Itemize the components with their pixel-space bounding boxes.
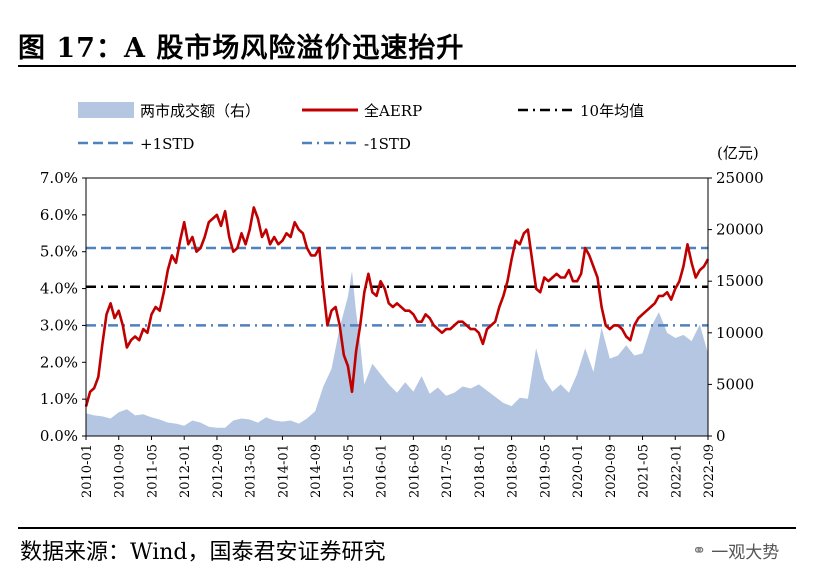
- x-tick-label: 2015-05: [342, 444, 357, 498]
- right-axis-unit: (亿元): [717, 144, 759, 162]
- x-tick-label: 2014-01: [276, 444, 291, 498]
- aerp-line: [84, 206, 710, 407]
- x-tick-label: 2020-09: [604, 444, 619, 498]
- x-tick-label: 2022-09: [702, 444, 717, 498]
- x-tick-label: 2021-05: [637, 444, 652, 498]
- plot-frame: [85, 177, 709, 437]
- legend: 两市成交额（右） 全AERP 10年均值 +1STD -1STD: [78, 102, 644, 153]
- x-tick-label: 2020-01: [571, 444, 586, 498]
- y-left-tick-label: 5.0%: [40, 243, 78, 261]
- watermark: ⚭ 一观大势: [692, 538, 780, 564]
- source-rule: [18, 527, 796, 529]
- x-tick-label: 2010-09: [113, 444, 128, 498]
- y-right-tick-label: 5000: [716, 375, 754, 393]
- x-tick-label: 2018-01: [473, 444, 488, 498]
- y-right-tick-label: 20000: [716, 221, 764, 239]
- title-underline: [18, 65, 796, 67]
- x-tick-label: 2010-01: [80, 444, 95, 498]
- legend-label-mean: 10年均值: [580, 102, 644, 120]
- y-right-tick-label: 10000: [716, 324, 764, 342]
- y-right-tick-label: 25000: [716, 169, 764, 187]
- figure-title: 图 17：A 股市场风险溢价迅速抬升: [18, 33, 465, 64]
- y-right-tick-label: 15000: [716, 272, 764, 290]
- legend-swatch-area: [78, 102, 134, 118]
- x-tick-label: 2016-01: [375, 444, 390, 498]
- axes: 0.0% 1.0% 2.0% 3.0% 4.0% 5.0% 6.0% 7.0% 0 5000 100…: [40, 169, 764, 498]
- x-tick-label: 2017-05: [440, 444, 455, 498]
- x-tick-label: 2012-01: [178, 444, 193, 498]
- x-tick-label: 2011-05: [145, 444, 160, 498]
- y-left-tick-label: 7.0%: [40, 169, 78, 187]
- x-tick-label: 2013-05: [244, 444, 259, 498]
- legend-label-plus-std: +1STD: [140, 135, 194, 153]
- legend-label-aerp: 全AERP: [364, 102, 422, 120]
- watermark-text: 一观大势: [711, 543, 780, 563]
- y-left-tick-label: 1.0%: [40, 390, 78, 408]
- wechat-icon: ⚭: [692, 540, 707, 561]
- x-tick-label: 2014-09: [309, 444, 324, 498]
- y-left-tick-label: 4.0%: [40, 280, 78, 298]
- x-tick-label: 2022-01: [669, 444, 684, 498]
- legend-label-area: 两市成交额（右）: [140, 102, 260, 120]
- chart: 两市成交额（右） 全AERP 10年均值 +1STD -1STD (亿元) 0.…: [40, 102, 764, 498]
- y-left-tick-label: 6.0%: [40, 206, 78, 224]
- legend-label-minus-std: -1STD: [364, 135, 411, 153]
- x-tick-label: 2016-09: [407, 444, 422, 498]
- x-tick-label: 2018-09: [506, 444, 521, 498]
- plot-area: [84, 206, 710, 436]
- y-left-tick-label: 0.0%: [40, 427, 78, 445]
- y-right-tick-label: 0: [716, 427, 726, 445]
- source-note: 数据来源：Wind，国泰君安证券研究: [20, 540, 386, 565]
- y-left-tick-label: 2.0%: [40, 353, 78, 371]
- x-tick-label: 2012-09: [211, 444, 226, 498]
- y-left-tick-label: 3.0%: [40, 316, 78, 334]
- x-tick-label: 2019-05: [538, 444, 553, 498]
- turnover-area: [86, 270, 708, 436]
